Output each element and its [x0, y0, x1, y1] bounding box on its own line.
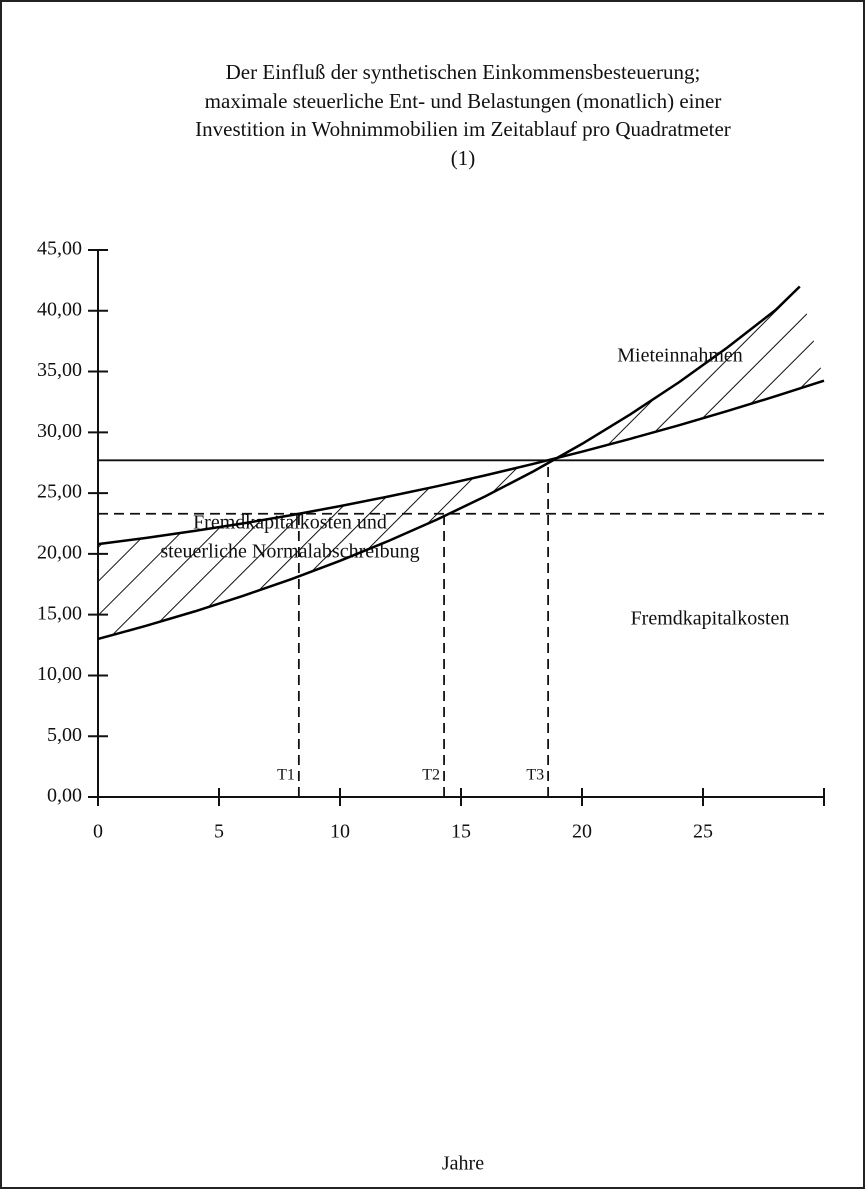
- y-tick-label: 40,00: [37, 298, 82, 320]
- marker-label: T1: [277, 767, 295, 784]
- y-tick-label: 20,00: [37, 541, 82, 563]
- y-tick-label: 0,00: [47, 785, 82, 807]
- x-tick-label: 25: [693, 821, 713, 843]
- curve-label: Mieteinnahmen: [617, 345, 743, 367]
- chart-title: Der Einfluß der synthetischen Einkommens…: [226, 60, 701, 84]
- curve: [97, 379, 825, 546]
- x-tick-label: 5: [214, 821, 224, 843]
- marker-label: T3: [526, 767, 544, 784]
- x-tick-label: 20: [572, 821, 592, 843]
- reference-label: steuerliche Normalabschreibung: [160, 541, 419, 563]
- y-tick-label: 5,00: [47, 724, 82, 746]
- y-tick-label: 25,00: [37, 481, 82, 503]
- y-tick-label: 10,00: [37, 663, 82, 685]
- hatch-area: [98, 286, 824, 639]
- reference-label: Fremdkapitalkosten: [631, 608, 790, 630]
- x-tick-label: 15: [451, 821, 471, 843]
- chart-title: (1): [451, 146, 476, 170]
- reference-label: Fremdkapitalkosten und: [193, 512, 387, 534]
- y-tick-label: 45,00: [37, 238, 82, 260]
- y-tick-label: 15,00: [37, 602, 82, 624]
- x-tick-label: 10: [330, 821, 350, 843]
- x-axis-label: Jahre: [442, 1153, 484, 1175]
- x-tick-label: 0: [93, 821, 103, 843]
- marker-label: T2: [422, 767, 440, 784]
- chart-title: Investition in Wohnimmobilien im Zeitabl…: [195, 117, 731, 141]
- chart-title: maximale steuerliche Ent- und Belastunge…: [205, 89, 722, 113]
- y-tick-label: 35,00: [37, 359, 82, 381]
- curve: [97, 285, 801, 641]
- y-tick-label: 30,00: [37, 420, 82, 442]
